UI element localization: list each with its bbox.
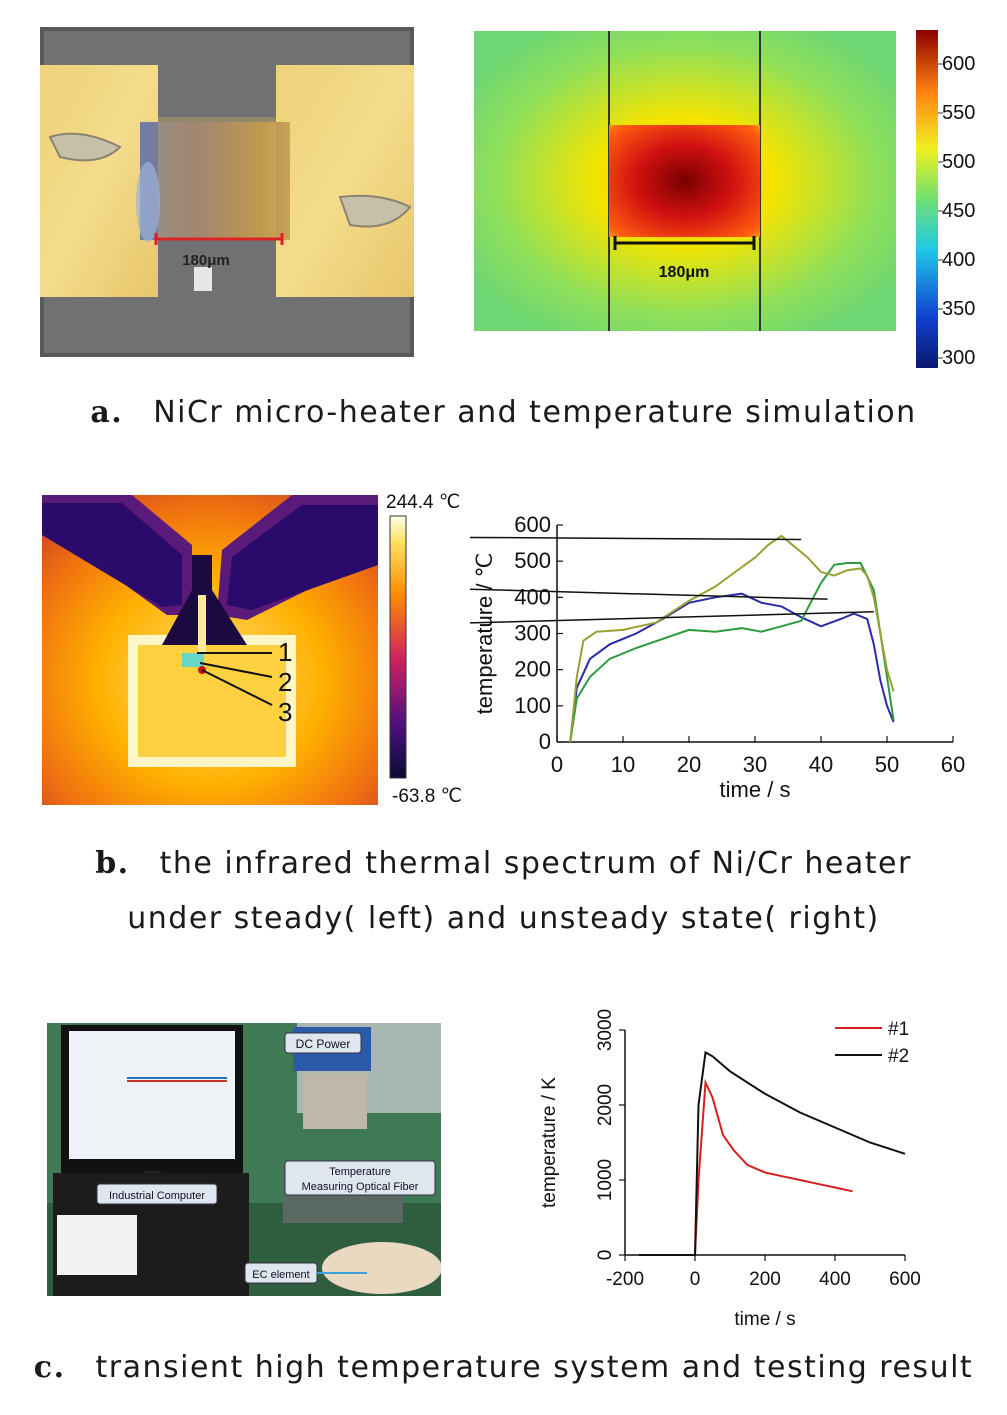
caption-a-letter: a. xyxy=(90,395,124,430)
caption-c-letter: c. xyxy=(33,1350,66,1385)
y-tick-label: 600 xyxy=(514,512,551,537)
x-axis-label: time / s xyxy=(720,777,791,802)
heater-micrograph: 180μm xyxy=(40,27,414,357)
legend-label: #1 xyxy=(888,1019,909,1040)
sim-colorbar: 600 550 500 450 400 350 300 xyxy=(916,30,975,369)
colorbar-tick-label: 400 xyxy=(942,249,975,271)
caption-c: c. transient high temperature system and … xyxy=(0,1350,1007,1385)
ir-marker-2: 2 xyxy=(278,667,292,697)
ec-element-label: EC element xyxy=(252,1269,309,1281)
y-tick-label: 300 xyxy=(514,621,551,646)
series-line-1 xyxy=(569,592,895,743)
caption-b-text1: the infrared thermal spectrum of Ni/Cr h… xyxy=(159,846,912,881)
x-tick-label: 20 xyxy=(677,752,701,777)
caption-c-text: transient high temperature system and te… xyxy=(95,1350,974,1385)
fiber-label-1: Temperature xyxy=(329,1166,391,1178)
y-tick-label: 0 xyxy=(595,1250,616,1261)
ir-max-label: 244.4 ℃ xyxy=(386,492,460,513)
y-tick-label: 100 xyxy=(514,693,551,718)
legend-label: #2 xyxy=(888,1046,909,1067)
series-line-#1 xyxy=(639,1078,853,1256)
y-tick-label: 1000 xyxy=(595,1159,616,1201)
y-tick-label: 2000 xyxy=(595,1084,616,1126)
x-tick-label: 0 xyxy=(551,752,563,777)
ir-colorbar: 244.4 ℃ -63.8 ℃ xyxy=(386,492,462,807)
x-tick-label: 600 xyxy=(889,1269,921,1290)
caption-a: a. NiCr micro-heater and temperature simu… xyxy=(0,395,1007,430)
photo-scale-label: 180μm xyxy=(182,252,230,269)
series-line-#2 xyxy=(639,1050,906,1256)
series-line-2 xyxy=(569,562,895,743)
y-tick-label: 200 xyxy=(514,657,551,682)
x-tick-label: 30 xyxy=(743,752,767,777)
temperature-simulation: 180μm xyxy=(474,31,896,331)
x-tick-label: 10 xyxy=(611,752,635,777)
caption-b-letter: b. xyxy=(95,846,130,881)
y-axis-label: temperature / K xyxy=(539,1077,560,1208)
x-tick-label: 400 xyxy=(819,1269,851,1290)
caption-b-line2: under steady( left) and unsteady state( … xyxy=(127,901,880,936)
dc-power-label: DC Power xyxy=(296,1037,351,1051)
ir-marker-1: 1 xyxy=(278,637,292,667)
y-tick-label: 500 xyxy=(514,548,551,573)
colorbar-tick-label: 500 xyxy=(942,151,975,173)
annotation-leader xyxy=(470,536,802,541)
test-system-photo: DC Power Industrial Computer Temperature… xyxy=(47,1023,441,1296)
x-tick-label: -200 xyxy=(606,1269,644,1290)
annotation-leader xyxy=(470,588,828,600)
series-line-3 xyxy=(569,534,895,743)
sim-scale-label: 180μm xyxy=(659,264,710,281)
colorbar-tick-label: 300 xyxy=(942,347,975,369)
y-tick-label: 0 xyxy=(539,729,551,754)
temperature-time-chart-c: -200 0 200 400 600 0 1000 2000 3000 time / s tempe… xyxy=(539,1009,921,1330)
fiber-label-2: Measuring Optical Fiber xyxy=(302,1181,419,1193)
x-axis-label: time / s xyxy=(734,1309,795,1330)
annotation-leader xyxy=(470,611,874,624)
ir-min-label: -63.8 ℃ xyxy=(392,786,462,807)
x-tick-label: 0 xyxy=(690,1269,701,1290)
y-axis-label: temperature / ℃ xyxy=(472,553,497,715)
caption-a-text: NiCr micro-heater and temperature simula… xyxy=(153,395,917,430)
ir-marker-3: 3 xyxy=(278,697,292,727)
x-tick-label: 50 xyxy=(875,752,899,777)
x-tick-label: 60 xyxy=(941,752,965,777)
colorbar-tick-label: 600 xyxy=(942,53,975,75)
y-tick-label: 3000 xyxy=(595,1009,616,1051)
infrared-thermal-image: 1 2 3 xyxy=(42,495,378,805)
caption-b-line1: b. the infrared thermal spectrum of Ni/Cr… xyxy=(0,846,1007,881)
x-tick-label: 40 xyxy=(809,752,833,777)
colorbar-tick-label: 350 xyxy=(942,298,975,320)
colorbar-tick-label: 550 xyxy=(942,102,975,124)
colorbar-tick-label: 450 xyxy=(942,200,975,222)
y-tick-label: 400 xyxy=(514,584,551,609)
industrial-computer-label: Industrial Computer xyxy=(109,1190,205,1202)
x-tick-label: 200 xyxy=(749,1269,781,1290)
